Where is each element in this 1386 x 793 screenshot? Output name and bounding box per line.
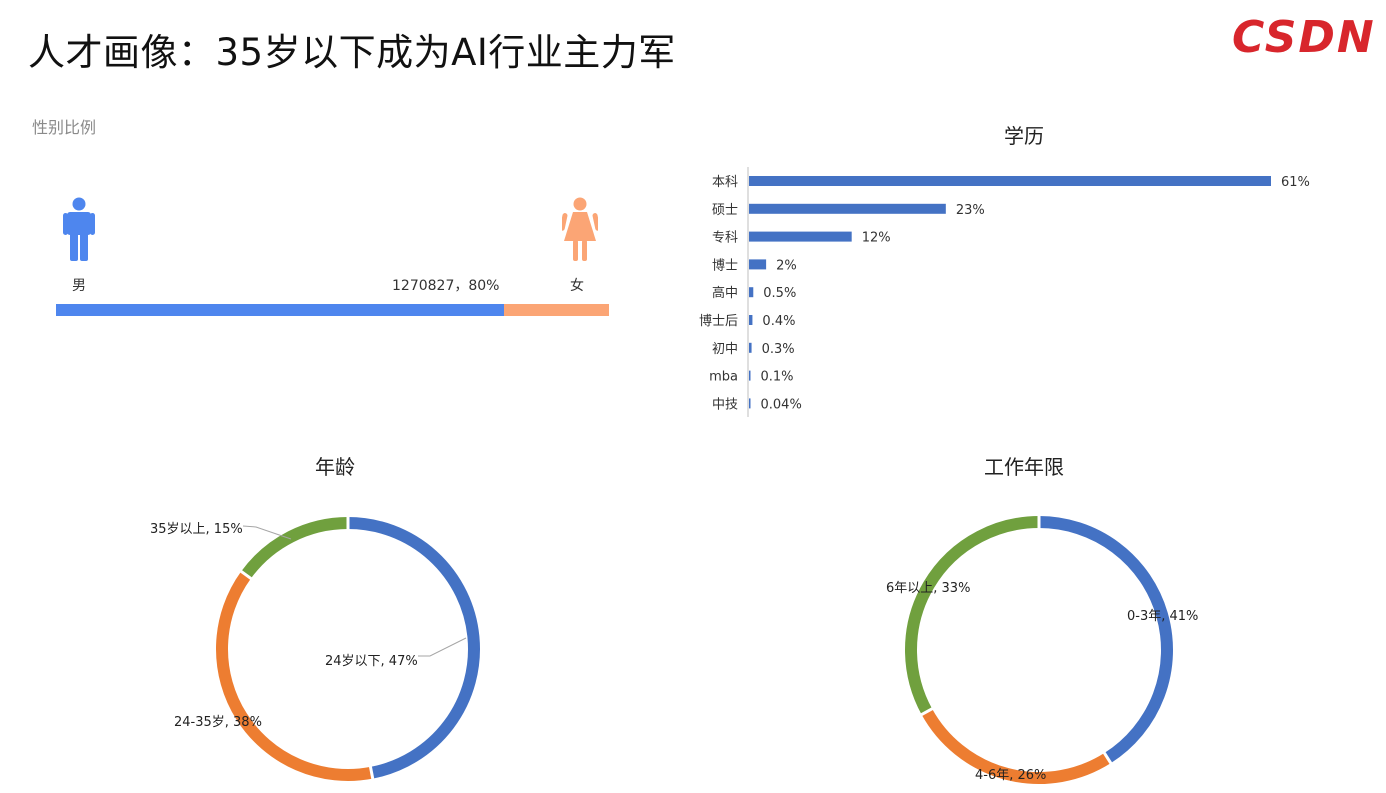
education-category-label: 高中 <box>712 285 738 301</box>
education-category-label: mba <box>709 370 738 385</box>
donut-slice <box>905 516 1040 715</box>
page-title: 人才画像：35岁以下成为AI行业主力军 <box>28 31 676 74</box>
csdn-logo: CSDN <box>1232 12 1376 60</box>
gender-ratio-bar <box>56 304 609 316</box>
slice-separator <box>919 706 934 717</box>
work-years-chart-title: 工作年限 <box>984 455 1064 479</box>
education-category-label: 本科 <box>712 175 738 190</box>
education-bar <box>749 176 1271 186</box>
education-chart-title: 学历 <box>1004 124 1044 148</box>
education-data-label: 23% <box>956 203 985 218</box>
label-leader-line <box>418 637 467 657</box>
education-category-label: 初中 <box>712 342 738 357</box>
education-data-label: 0.04% <box>761 397 802 412</box>
education-category-label: 博士后 <box>699 314 738 329</box>
education-data-label: 2% <box>776 258 797 273</box>
label-leader-line <box>242 525 292 540</box>
age-donut-chart: 24岁以下, 47% 24-35岁, 38% 35岁以上, 15% <box>150 516 480 781</box>
donut-slice <box>347 517 480 779</box>
donut-slice <box>241 517 349 579</box>
education-data-label: 61% <box>1281 175 1310 190</box>
donut-data-label: 6年以上, 33% <box>886 581 970 596</box>
slice-separator <box>1102 751 1113 765</box>
female-person-icon <box>562 197 598 261</box>
donut-data-label: 0-3年, 41% <box>1127 609 1198 624</box>
donut-data-label: 4-6年, 26% <box>975 768 1046 783</box>
education-bar <box>749 398 751 409</box>
education-bar <box>749 370 751 381</box>
donut-slice <box>1038 516 1173 764</box>
gender-bar-female <box>503 304 609 316</box>
slice-separator <box>239 569 253 581</box>
education-bar <box>749 259 767 270</box>
male-person-icon <box>63 197 95 261</box>
svg-text:CSDN: CSDN <box>1232 12 1376 60</box>
education-category-label: 博士 <box>712 258 738 273</box>
education-category-label: 中技 <box>712 397 738 412</box>
education-category-label: 硕士 <box>712 203 738 218</box>
donut-data-label: 35岁以上, 15% <box>150 522 243 537</box>
male-count-text: 1270827，80% <box>392 278 500 294</box>
female-label: 女 <box>570 278 584 294</box>
education-bar <box>749 231 852 242</box>
education-data-label: 0.1% <box>761 370 794 385</box>
gender-section-label: 性别比例 <box>32 118 97 137</box>
education-data-label: 12% <box>862 231 891 246</box>
gender-bar-male <box>56 304 504 316</box>
education-bar <box>749 203 946 214</box>
donut-data-label: 24岁以下, 47% <box>325 654 418 669</box>
education-category-label: 专科 <box>712 231 738 246</box>
education-data-label: 0.3% <box>762 342 795 357</box>
education-data-label: 0.5% <box>763 286 796 301</box>
education-bar <box>749 315 753 325</box>
education-bar <box>749 287 754 298</box>
donut-slice <box>216 571 373 781</box>
slice-separator <box>368 765 375 780</box>
male-label: 男 <box>72 278 86 294</box>
education-bar-chart: 本科 61% 硕士 23% 专科 12% 博士 2% 高中 0.5% 博士后 0.4% 初中 0.3% mb… <box>699 167 1310 417</box>
donut-slice <box>921 708 1111 784</box>
age-chart-title: 年龄 <box>315 455 355 479</box>
donut-data-label: 24-35岁, 38% <box>174 715 262 730</box>
education-data-label: 0.4% <box>762 314 795 329</box>
work-years-donut-chart: 0-3年, 41% 4-6年, 26% 6年以上, 33% <box>886 515 1198 784</box>
education-bar <box>749 342 752 353</box>
